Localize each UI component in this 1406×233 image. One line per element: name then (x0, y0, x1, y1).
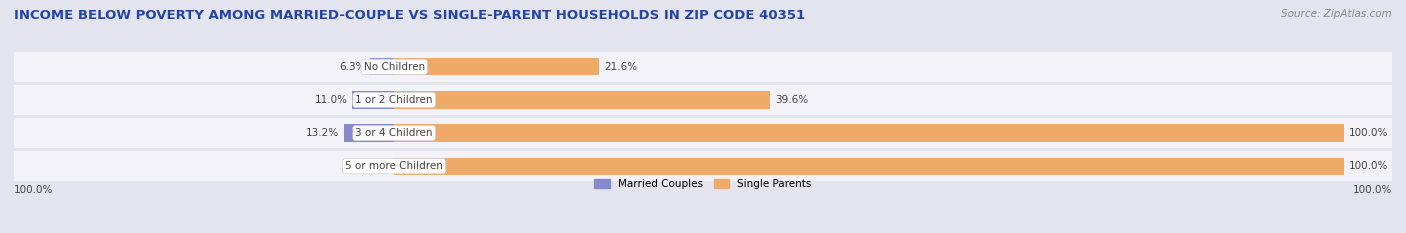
Text: 3 or 4 Children: 3 or 4 Children (356, 128, 433, 138)
Bar (394, 58, 599, 75)
Bar (14, 151, 1392, 181)
Bar (370, 58, 394, 75)
Text: No Children: No Children (364, 62, 425, 72)
Bar (14, 118, 1392, 148)
Text: 39.6%: 39.6% (775, 95, 808, 105)
Text: 5 or more Children: 5 or more Children (346, 161, 443, 171)
Text: Source: ZipAtlas.com: Source: ZipAtlas.com (1281, 9, 1392, 19)
Bar (353, 91, 394, 109)
Text: 100.0%: 100.0% (1350, 128, 1389, 138)
Text: 100.0%: 100.0% (1353, 185, 1392, 195)
Text: 0.0%: 0.0% (363, 161, 389, 171)
Text: 13.2%: 13.2% (307, 128, 339, 138)
Legend: Married Couples, Single Parents: Married Couples, Single Parents (591, 175, 815, 193)
Text: INCOME BELOW POVERTY AMONG MARRIED-COUPLE VS SINGLE-PARENT HOUSEHOLDS IN ZIP COD: INCOME BELOW POVERTY AMONG MARRIED-COUPL… (14, 9, 806, 22)
Text: 100.0%: 100.0% (1350, 161, 1389, 171)
Text: 21.6%: 21.6% (605, 62, 637, 72)
Text: 100.0%: 100.0% (14, 185, 53, 195)
Bar (344, 124, 394, 142)
Text: 1 or 2 Children: 1 or 2 Children (356, 95, 433, 105)
Text: 6.3%: 6.3% (339, 62, 366, 72)
Bar (394, 124, 1344, 142)
Text: 11.0%: 11.0% (315, 95, 347, 105)
Bar (394, 158, 1344, 175)
Bar (394, 91, 770, 109)
Bar (14, 85, 1392, 115)
Bar (14, 52, 1392, 82)
